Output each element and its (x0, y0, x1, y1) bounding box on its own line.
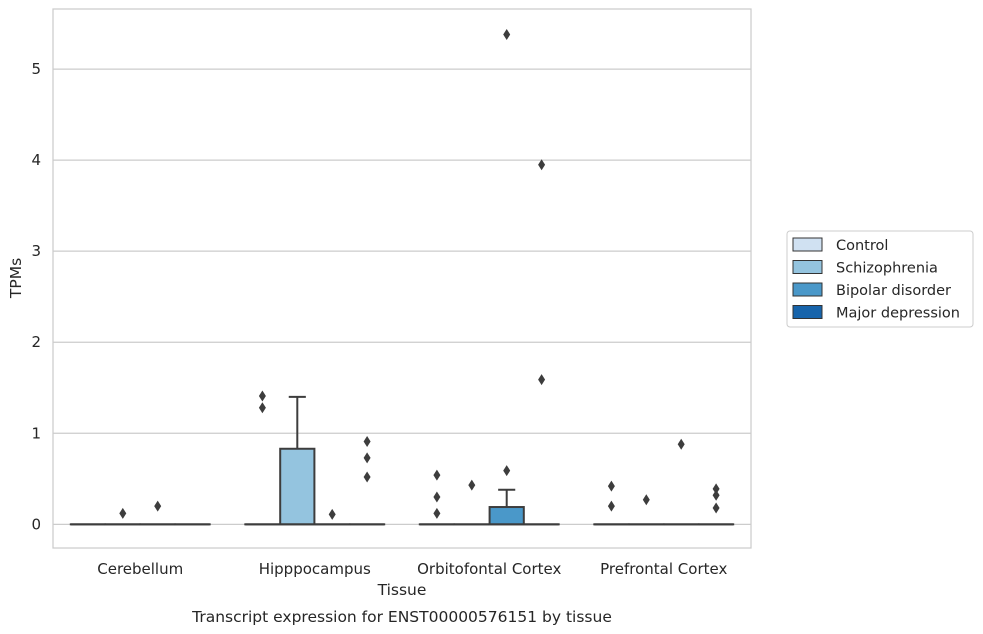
outlier-point (503, 28, 511, 40)
outlier-point (503, 465, 511, 477)
outlier-point (712, 483, 720, 495)
legend-label: Bipolar disorder (836, 283, 951, 299)
y-tick-label: 3 (31, 242, 41, 260)
y-tick-label: 4 (31, 151, 41, 169)
box-group (523, 159, 560, 526)
legend-label: Major depression (836, 306, 960, 322)
outlier-point (258, 390, 266, 402)
legend-swatch (792, 282, 823, 297)
outlier-point (712, 489, 720, 501)
y-tick-labels: 0 1 2 3 4 5 (31, 60, 41, 533)
box-group (697, 483, 735, 526)
y-tick-label: 5 (31, 60, 41, 78)
outlier-point (607, 480, 615, 492)
box-body (488, 506, 525, 526)
outlier-point (258, 402, 266, 414)
box-body (279, 447, 316, 526)
outlier-point (607, 500, 615, 512)
legend-frame (786, 230, 974, 328)
x-axis-label: Tissue (377, 581, 427, 599)
outlier-point (468, 479, 476, 491)
x-tick-label: Orbitofontal Cortex (417, 560, 561, 578)
y-tick-label: 0 (31, 515, 41, 533)
box-group (663, 438, 700, 526)
legend-swatch (792, 237, 823, 252)
plot-area-background (53, 9, 751, 548)
y-tick-label: 2 (31, 333, 41, 351)
y-axis-label: TPMs (7, 258, 25, 299)
outlier-point (677, 438, 685, 450)
legend-label: Control (836, 238, 888, 254)
outlier-point (363, 435, 371, 447)
outlier-point (712, 502, 720, 514)
y-tick-label: 1 (31, 424, 41, 442)
box-group (279, 395, 316, 526)
box-group (348, 435, 386, 526)
outlier-point (433, 469, 441, 481)
x-tick-label: Cerebellum (97, 560, 183, 578)
outlier-point (433, 507, 441, 519)
chart-title: Transcript expression for ENST0000057615… (191, 608, 612, 626)
plot-area-frame (52, 8, 752, 549)
outlier-point (538, 374, 546, 386)
outlier-point (433, 491, 441, 503)
legend-label: Schizophrenia (836, 261, 938, 277)
box-group (244, 390, 281, 526)
legend: Control Schizophrenia Bipolar disorder Majo… (786, 230, 974, 328)
x-tick-label: Prefrontal Cortex (600, 560, 727, 578)
box-series-layer (69, 28, 735, 526)
outlier-point (119, 507, 127, 519)
outlier-point (154, 500, 162, 512)
outlier-point (363, 452, 371, 464)
outlier-point (363, 471, 371, 483)
outlier-point (538, 159, 546, 171)
legend-swatch (792, 260, 823, 274)
outlier-point (642, 494, 650, 506)
box-group (488, 28, 525, 526)
outlier-point (328, 508, 336, 520)
x-tick-label: Hipppocampus (259, 560, 371, 578)
x-tick-labels: Cerebellum Hipppocampus Orbitofontal Corte… (97, 560, 727, 578)
legend-swatch (792, 305, 823, 319)
